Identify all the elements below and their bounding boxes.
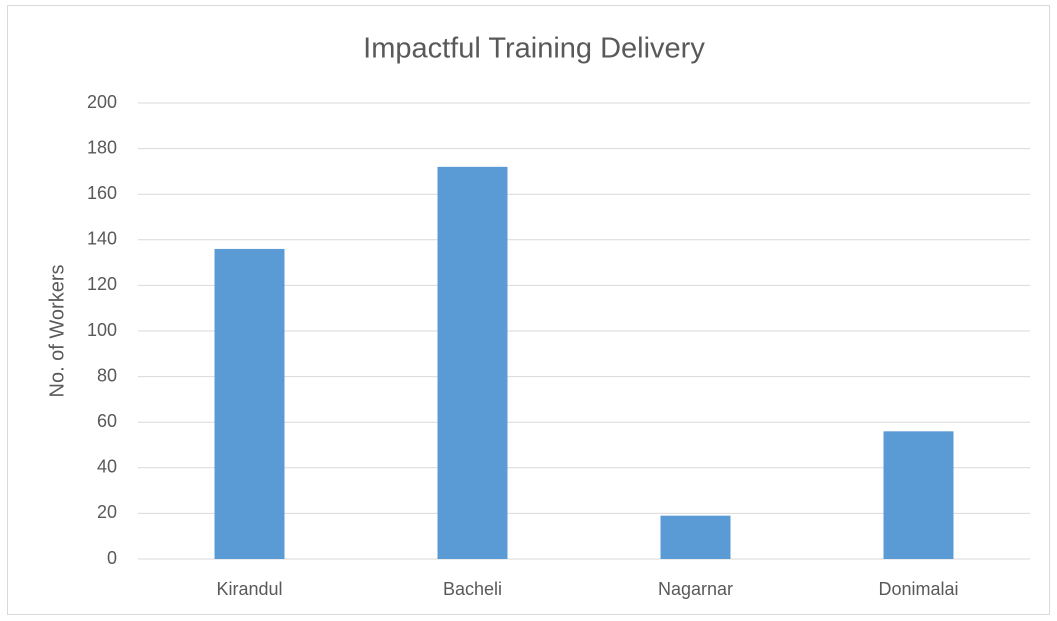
x-tick-label: Kirandul xyxy=(216,579,282,599)
bar xyxy=(883,431,954,559)
bar xyxy=(437,166,508,559)
x-tick-label: Nagarnar xyxy=(658,579,733,599)
y-tick-label: 160 xyxy=(87,183,117,203)
y-tick-label: 140 xyxy=(87,229,117,249)
y-tick-label: 200 xyxy=(87,92,117,112)
x-tick-label: Donimalai xyxy=(878,579,958,599)
y-tick-label: 60 xyxy=(97,411,117,431)
x-tick-label: Bacheli xyxy=(443,579,502,599)
y-tick-label: 100 xyxy=(87,320,117,340)
y-tick-label: 120 xyxy=(87,274,117,294)
bar xyxy=(214,248,285,560)
y-tick-label: 0 xyxy=(107,548,117,568)
y-tick-label: 180 xyxy=(87,137,117,157)
y-axis-label: No. of Workers xyxy=(46,265,68,398)
bar xyxy=(660,515,731,559)
y-tick-label: 40 xyxy=(97,457,117,477)
y-tick-label: 80 xyxy=(97,365,117,385)
chart-title: Impactful Training Delivery xyxy=(363,33,705,65)
y-tick-label: 20 xyxy=(97,502,117,522)
